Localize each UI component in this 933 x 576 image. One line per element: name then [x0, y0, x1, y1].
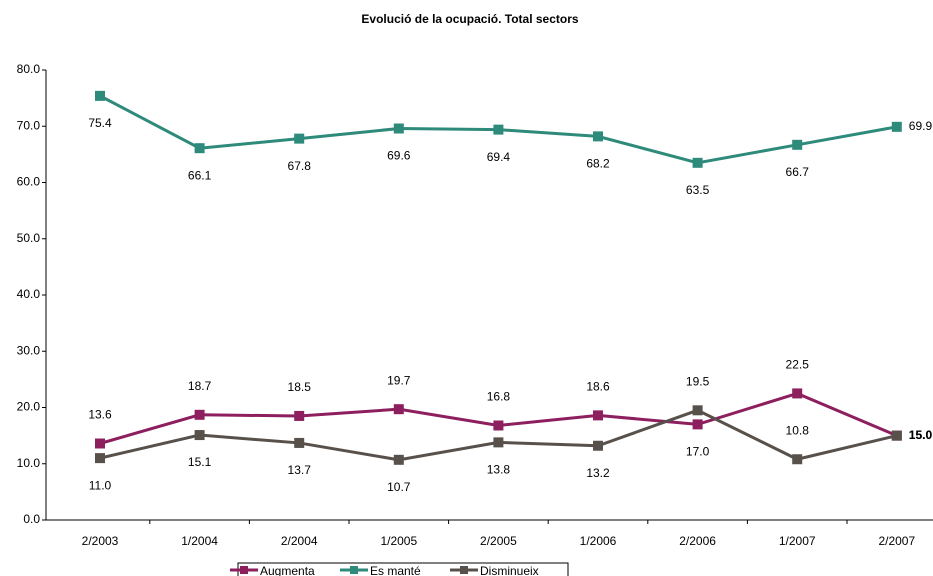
legend-label: Es manté	[370, 564, 421, 576]
x-tick-label: 2/2005	[480, 534, 517, 548]
data-label: 69.4	[487, 150, 511, 164]
data-point	[95, 438, 105, 449]
x-tick-label: 2/2004	[281, 534, 318, 548]
y-tick-label: 40.0	[17, 287, 41, 301]
data-label: 18.5	[288, 380, 312, 394]
data-point	[393, 123, 404, 134]
data-label: 67.8	[288, 159, 312, 173]
data-point	[294, 133, 305, 144]
legend-marker	[240, 566, 248, 574]
data-point	[493, 437, 504, 448]
data-label: 69.6	[387, 149, 411, 163]
data-point	[692, 405, 703, 416]
series-line	[99, 408, 898, 462]
x-tick-label: 1/2005	[380, 534, 417, 548]
data-label: 10.8	[786, 423, 810, 437]
data-point	[692, 157, 703, 168]
data-point	[294, 437, 305, 448]
data-point	[593, 410, 603, 421]
data-label: 17.0	[686, 445, 710, 459]
data-point	[692, 419, 703, 430]
x-tick-label: 2/2007	[878, 534, 915, 548]
data-point	[493, 420, 504, 431]
data-label: 13.8	[487, 463, 511, 477]
data-label: 10.7	[387, 480, 411, 494]
legend-label: Augmenta	[260, 564, 315, 576]
data-label: 22.5	[786, 358, 810, 372]
legend-marker	[350, 566, 358, 574]
legend-marker	[460, 566, 468, 574]
data-label: 15.0	[909, 428, 933, 442]
data-label: 16.8	[487, 390, 511, 404]
data-point	[792, 139, 803, 150]
data-point	[194, 409, 205, 420]
data-label: 15.0	[909, 428, 933, 442]
data-label: 13.2	[586, 466, 610, 480]
y-tick-label: 80.0	[17, 62, 41, 76]
x-tick-label: 1/2006	[580, 534, 617, 548]
y-tick-label: 60.0	[17, 175, 41, 189]
data-point	[194, 143, 205, 154]
data-label: 18.6	[586, 380, 610, 394]
data-point	[891, 430, 902, 441]
data-point	[593, 440, 603, 451]
y-tick-label: 10.0	[17, 456, 41, 470]
data-label: 75.4	[88, 116, 112, 130]
data-label: 66.1	[188, 168, 212, 182]
data-label: 11.0	[89, 478, 112, 492]
y-tick-label: 70.0	[17, 118, 41, 132]
data-label: 13.7	[288, 463, 312, 477]
data-label: 19.7	[387, 373, 411, 387]
data-label: 66.7	[786, 165, 810, 179]
y-tick-label: 50.0	[17, 231, 41, 245]
legend-box	[237, 562, 569, 576]
chart-title: Evolució de la ocupació. Total sectors	[361, 12, 578, 26]
data-point	[891, 121, 902, 132]
x-tick-label: 2/2006	[679, 534, 716, 548]
data-point	[194, 430, 205, 441]
data-label: 68.2	[586, 157, 610, 171]
data-label: 15.1	[188, 455, 212, 469]
data-point	[593, 131, 603, 142]
data-label: 63.5	[686, 183, 710, 197]
y-tick-label: 30.0	[17, 343, 41, 357]
data-point	[393, 454, 404, 465]
data-label: 18.7	[188, 379, 212, 393]
data-point	[792, 454, 803, 465]
data-label: 13.6	[88, 408, 112, 422]
data-point	[493, 124, 504, 135]
x-tick-label: 1/2004	[181, 534, 218, 548]
y-tick-label: 0.0	[23, 512, 40, 526]
x-tick-label: 1/2007	[779, 534, 816, 548]
data-label: 69.9	[909, 119, 933, 133]
data-point	[294, 410, 305, 421]
y-tick-label: 20.0	[17, 400, 41, 414]
legend-label: Disminueix	[480, 564, 539, 576]
data-point	[95, 90, 105, 101]
x-tick-label: 2/2003	[82, 534, 119, 548]
data-point	[792, 388, 803, 399]
data-point	[95, 453, 105, 464]
data-label: 19.5	[686, 374, 710, 388]
data-point	[393, 404, 404, 415]
